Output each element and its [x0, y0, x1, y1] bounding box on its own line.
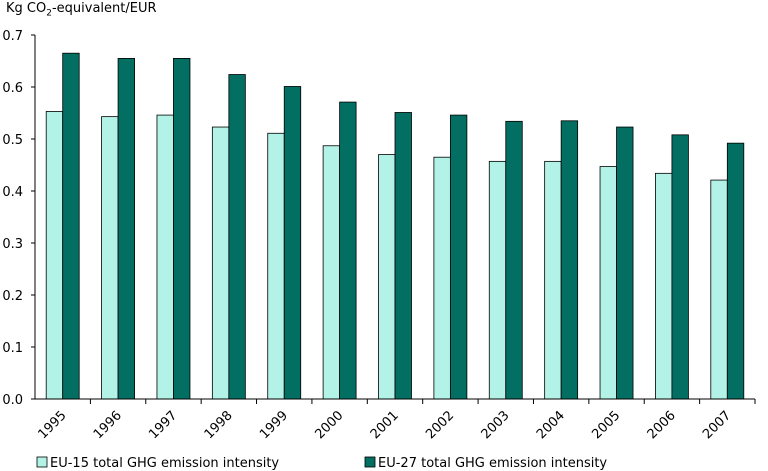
x-tick-label: 2006: [645, 408, 679, 442]
y-tick-label: 0.5: [2, 133, 23, 148]
y-tick-label: 0.6: [2, 81, 23, 96]
x-tick-label: 1998: [202, 408, 236, 442]
bar-eu27-2006: [671, 134, 689, 400]
bar-eu27-2003: [505, 120, 523, 400]
bar-eu27-2007: [726, 142, 745, 400]
x-tick-label: 2004: [534, 408, 568, 442]
y-tick-label: 0.4: [2, 185, 23, 200]
y-axis-label: Kg CO2-equivalent/EUR: [6, 1, 157, 19]
bar-eu15-2007: [710, 179, 728, 400]
bar-eu15-1996: [101, 116, 119, 400]
legend-label: EU-15 total GHG emission intensity: [50, 456, 279, 471]
bar-eu15-2005: [599, 166, 617, 400]
bar-eu27-2004: [560, 120, 579, 400]
legend: EU-15 total GHG emission intensity EU-27 …: [36, 456, 607, 471]
x-tick-label: 2007: [700, 408, 734, 442]
legend-swatch: [36, 456, 48, 468]
bars: [45, 52, 745, 400]
bar-eu15-1995: [45, 111, 64, 400]
bar-eu27-1999: [283, 86, 302, 400]
legend-label: EU-27 total GHG emission intensity: [378, 456, 607, 471]
x-tick-label: 2002: [423, 408, 457, 442]
bar-eu27-1995: [62, 52, 80, 400]
x-tick-label: 1995: [36, 408, 70, 442]
x-tick-label: 2003: [479, 408, 513, 442]
y-axis-label-subscript: 2: [46, 8, 52, 19]
x-tick-label: 2000: [312, 408, 346, 442]
bar-eu27-2000: [339, 101, 357, 400]
x-tick-label: 2005: [589, 408, 623, 442]
y-tick-label: 0.7: [2, 29, 23, 44]
y-axis-label-suffix: -equivalent/EUR: [51, 1, 157, 16]
bar-eu15-2006: [655, 172, 673, 400]
legend-swatch: [364, 456, 376, 468]
y-tick-label: 0.3: [2, 237, 23, 252]
y-axis: 0.0 0.1 0.2 0.3 0.4 0.5 0.6 0.7: [2, 29, 36, 408]
y-tick-label: 0.2: [2, 289, 23, 304]
y-tick-label: 0.1: [2, 341, 23, 356]
bar-eu27-1998: [228, 74, 246, 400]
bar-eu27-2001: [394, 112, 412, 400]
bar-eu15-2003: [488, 160, 507, 400]
bar-eu15-1998: [211, 126, 230, 400]
x-axis: 1995 1996 1997 1998 1999 2000 2001 2002 2003 2004…: [35, 398, 756, 442]
x-tick-label: 1999: [257, 408, 291, 442]
bar-eu27-2002: [449, 114, 468, 400]
bar-eu27-2005: [616, 126, 634, 400]
y-tick-label: 0.0: [2, 393, 23, 408]
bar-eu15-2001: [378, 154, 396, 400]
y-axis-label-prefix: Kg CO: [6, 1, 47, 16]
bar-eu15-1997: [156, 114, 174, 400]
bar-eu15-2004: [544, 160, 562, 400]
x-tick-label: 1996: [91, 408, 125, 442]
bar-eu15-2002: [433, 156, 451, 400]
bar-eu15-2000: [322, 145, 341, 400]
x-tick-label: 1997: [146, 408, 180, 442]
bar-eu27-1996: [117, 58, 135, 400]
x-tick-label: 2001: [368, 408, 402, 442]
bar-eu15-1999: [267, 132, 285, 400]
bar-eu27-1997: [173, 58, 191, 400]
